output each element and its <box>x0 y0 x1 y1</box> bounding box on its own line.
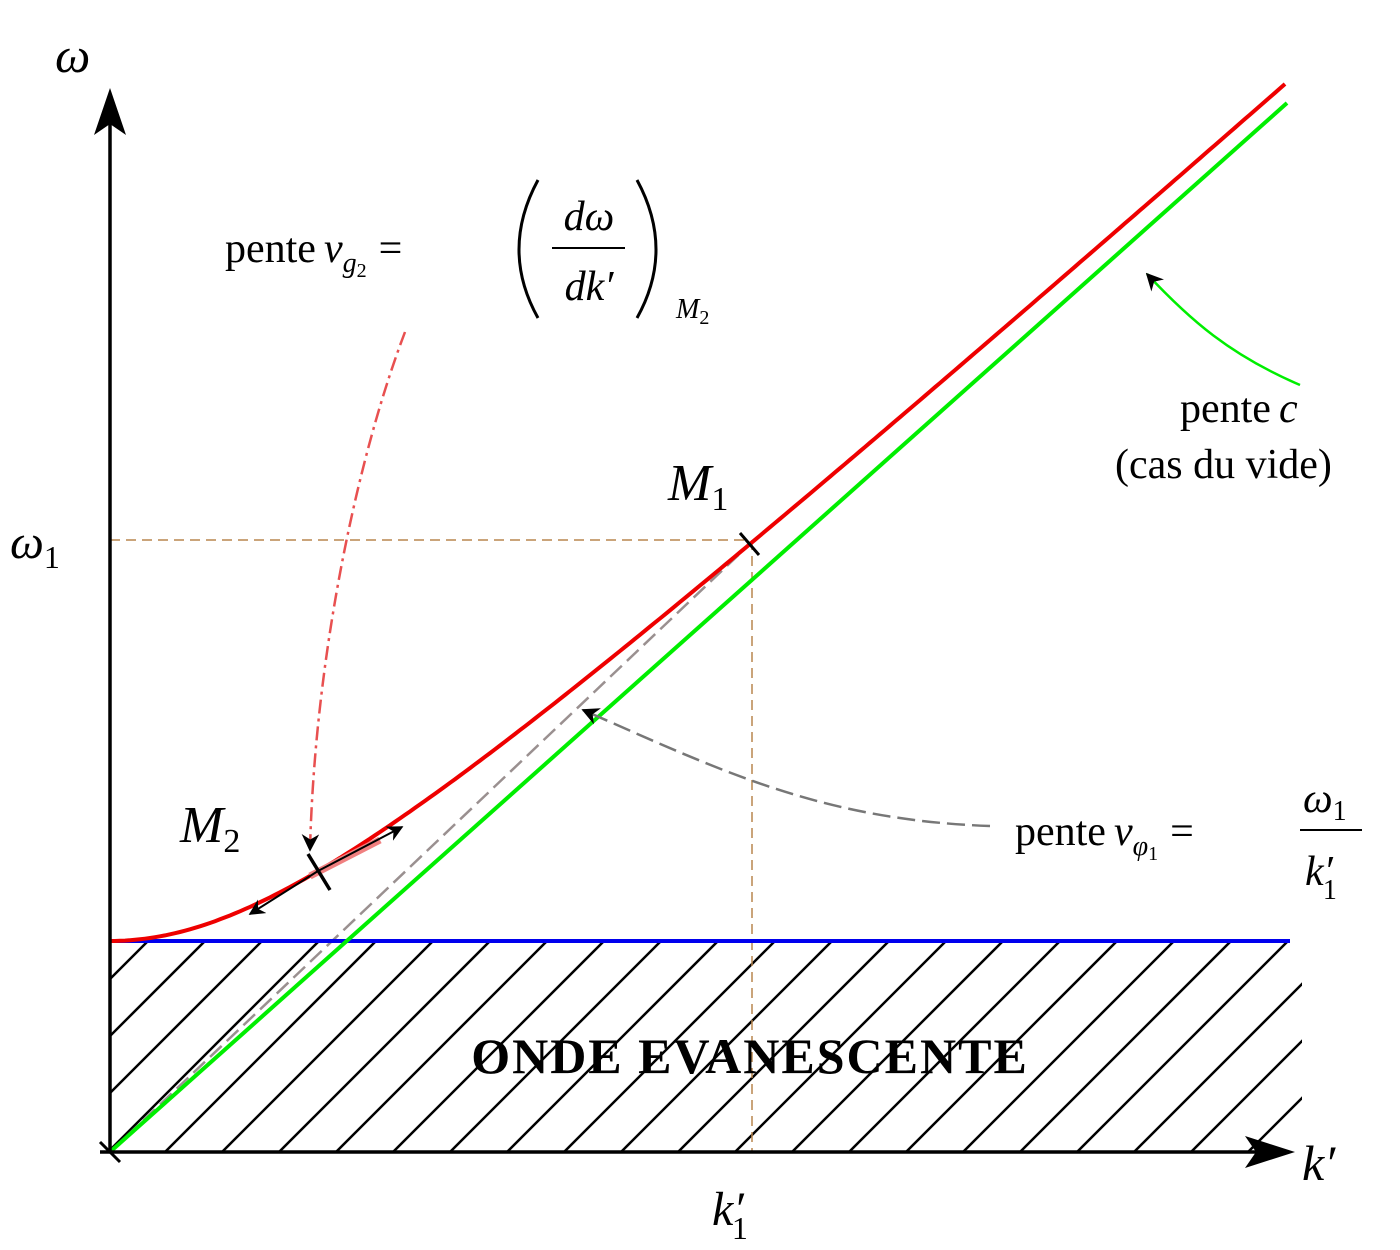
index: 2 <box>699 307 709 329</box>
hatch-line <box>962 941 1176 1152</box>
index: 1 <box>732 1210 748 1246</box>
symbol: c <box>1279 386 1298 432</box>
hatch-line <box>110 941 150 981</box>
hatch-line <box>1076 941 1290 1152</box>
chord-line <box>109 543 751 1153</box>
symbol: v <box>1114 809 1133 855</box>
hatch-line <box>1190 1039 1302 1152</box>
hatch-line <box>110 941 321 1152</box>
symbol: k′ <box>712 1183 745 1236</box>
paren <box>635 179 658 319</box>
pointer-arrow <box>301 331 407 852</box>
index-sub: 1 <box>1148 843 1158 865</box>
vacuum-line <box>108 101 1289 1154</box>
hatch-line <box>392 941 606 1152</box>
symbol: v <box>324 226 343 272</box>
hatch-line <box>110 941 264 1095</box>
phase-velocity-formula: pente vφ1 = ω1 k′1 <box>1015 776 1362 906</box>
index: 1 <box>711 481 728 518</box>
tangent-arrow <box>248 870 319 915</box>
index: g <box>343 248 357 279</box>
word: pente <box>1015 809 1106 855</box>
index-sub: 2 <box>357 260 367 282</box>
word: pente <box>1180 386 1271 432</box>
symbol: ω <box>1303 776 1333 822</box>
region-label: ONDE EVANESCENTE <box>471 1028 1029 1084</box>
point-tick <box>738 532 761 556</box>
formula-text: pente vφ1 = <box>1015 809 1194 865</box>
hatch-line <box>506 941 720 1152</box>
point-tick <box>306 853 332 891</box>
hatch-line <box>677 941 891 1152</box>
origin-tick <box>98 1140 122 1164</box>
numerator: dω <box>564 194 615 240</box>
index: 2 <box>223 823 240 860</box>
hatch-line <box>1305 922 1400 1152</box>
hatch-line <box>110 941 207 1038</box>
hatch-line <box>0 922 110 1152</box>
vacuum-note: (cas du vide) <box>1115 442 1332 488</box>
hatch-region <box>0 922 1400 1152</box>
index: φ <box>1133 831 1149 862</box>
symbol: ω <box>10 516 44 569</box>
equals: = <box>1170 809 1194 855</box>
symbol: M <box>179 797 226 854</box>
dispersion-curve <box>110 82 1287 943</box>
hatch-line <box>221 941 435 1152</box>
denominator: dk′ <box>565 264 615 310</box>
index: 1 <box>1323 875 1337 906</box>
hatch-line <box>734 941 948 1152</box>
hatch-line <box>449 941 663 1152</box>
numerator: ω1 <box>1303 776 1347 827</box>
paren <box>517 179 540 319</box>
pointer-arrow <box>1145 272 1301 387</box>
m1-label: M1 <box>667 455 728 518</box>
hatch-line <box>791 941 1005 1152</box>
y-axis-label: ω <box>55 27 90 83</box>
equals: = <box>379 226 403 272</box>
hatch-line <box>848 941 1062 1152</box>
hatch-line <box>278 941 492 1152</box>
hatch-line <box>335 941 549 1152</box>
omega-1-label: ω1 <box>10 516 60 575</box>
index: 1 <box>44 539 60 575</box>
hatch-line <box>1247 1096 1302 1152</box>
y-arrow <box>94 88 126 135</box>
k-1-label: k′1 <box>712 1183 748 1246</box>
hatch-line <box>620 941 834 1152</box>
formula-text: pente vg2 = <box>225 226 402 282</box>
denominator: k′1 <box>1305 849 1337 906</box>
hatch-line <box>164 941 378 1152</box>
hatch-line <box>1019 941 1233 1152</box>
word: pente <box>225 226 316 272</box>
x-arrow <box>1245 1136 1295 1168</box>
symbol: k′ <box>1305 849 1334 895</box>
vacuum-label: pente c <box>1180 386 1298 432</box>
hatch-line <box>905 941 1119 1152</box>
index: 1 <box>1333 796 1347 827</box>
tangent-arrow <box>317 826 404 872</box>
symbol: M <box>675 294 701 325</box>
hatch-line <box>1133 982 1302 1152</box>
hatch-line <box>563 941 777 1152</box>
evaluation-point: M2 <box>675 294 709 329</box>
symbol: M <box>667 455 714 512</box>
pointer-arrow <box>581 708 991 828</box>
x-axis-label: k′ <box>1302 1135 1336 1191</box>
m2-label: M2 <box>179 797 240 860</box>
group-velocity-formula: pente vg2 = dω dk′ M2 <box>225 179 709 329</box>
